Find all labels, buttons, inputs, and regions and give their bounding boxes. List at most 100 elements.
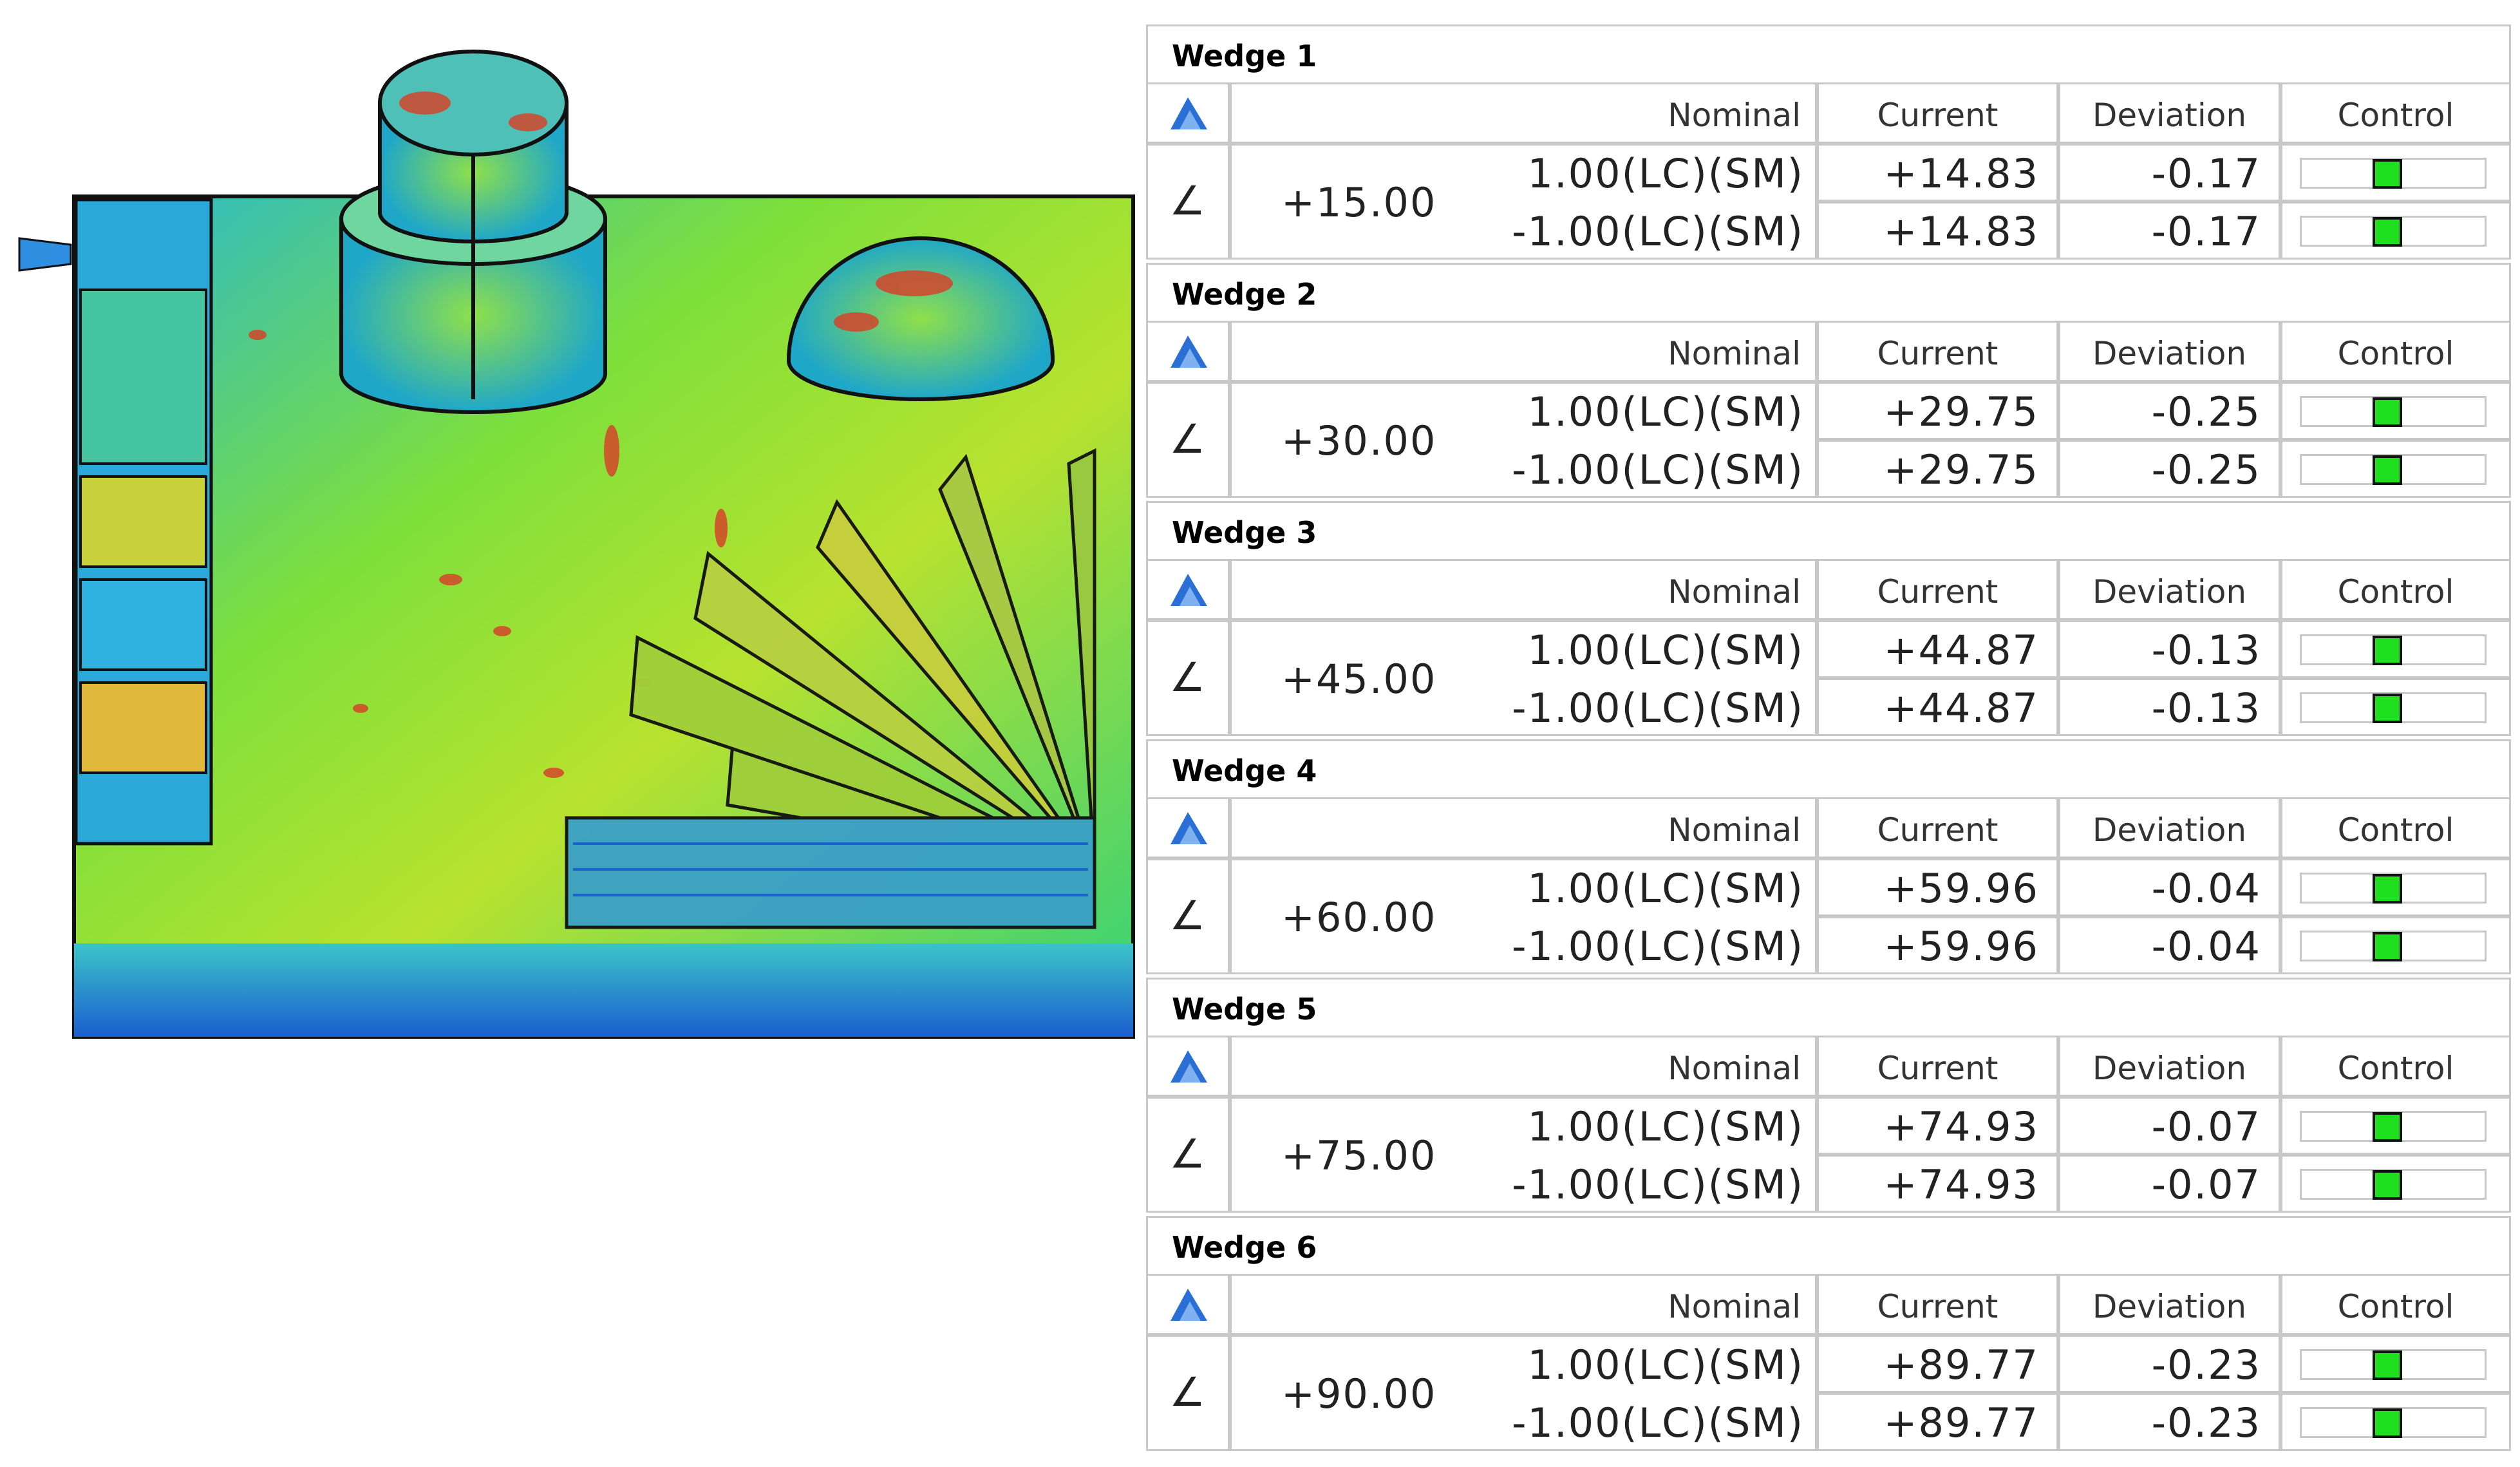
column-header: Deviation [2092, 811, 2247, 849]
current-value: +29.75 [1883, 446, 2039, 493]
data-cell [2058, 144, 2280, 202]
data-cell [2058, 440, 2280, 498]
column-header: Control [2337, 335, 2454, 372]
symbol-cell [1146, 144, 1230, 260]
data-cell [2280, 620, 2511, 678]
column-header: Deviation [2092, 97, 2247, 134]
data-cell [1817, 916, 2058, 974]
data-cell [2058, 1335, 2280, 1393]
nominal-value: +30.00 [1281, 417, 1437, 464]
current-value: +74.93 [1883, 1161, 2039, 1208]
column-header: Deviation [2092, 335, 2247, 372]
angle-symbol: ∠ [1169, 177, 1207, 224]
current-value: +59.96 [1883, 865, 2039, 912]
data-cell [2058, 916, 2280, 974]
control-status [2373, 1408, 2402, 1438]
column-header: Current [1877, 1288, 1998, 1325]
symbol-cell [1146, 1335, 1230, 1451]
control-status [2373, 694, 2402, 723]
data-cell [2280, 1393, 2511, 1451]
current-value: +14.83 [1883, 150, 2039, 197]
header-cell [1230, 559, 1817, 620]
column-header: Current [1877, 1050, 1998, 1087]
deviation-value: -0.25 [2151, 446, 2261, 493]
data-cell [1817, 1393, 2058, 1451]
data-cell [2058, 202, 2280, 260]
panel-title: Wedge 1 [1172, 39, 1317, 73]
data-cell [2280, 440, 2511, 498]
angle-symbol: ∠ [1169, 1368, 1207, 1415]
nominal-cell [1230, 144, 1817, 260]
nominal-value: +75.00 [1281, 1132, 1437, 1179]
data-cell [2280, 858, 2511, 916]
header-cell [1230, 1036, 1817, 1097]
panel-title: Wedge 2 [1172, 277, 1317, 312]
header-cell [1817, 1274, 2058, 1335]
data-cell [2280, 1335, 2511, 1393]
current-value: +89.77 [1883, 1399, 2039, 1446]
data-cell [1817, 620, 2058, 678]
column-header: Nominal [1668, 1050, 1801, 1087]
tolerance: 1.00(LC)(SM) [1527, 1103, 1804, 1150]
deviation-value: -0.17 [2151, 150, 2261, 197]
tolerance: -1.00(LC)(SM) [1512, 446, 1804, 493]
probe-icon [1171, 97, 1207, 129]
data-cell [2280, 916, 2511, 974]
angle-symbol: ∠ [1169, 1130, 1207, 1177]
symbol-cell [1146, 1097, 1230, 1213]
header-cell [1230, 321, 1817, 382]
nominal-value: +60.00 [1281, 894, 1437, 941]
control-status [2373, 932, 2402, 961]
nominal-cell [1230, 382, 1817, 498]
column-header: Control [2337, 573, 2454, 610]
data-cell [1817, 144, 2058, 202]
tolerance: -1.00(LC)(SM) [1512, 1161, 1804, 1208]
header-cell [2058, 797, 2280, 858]
tolerance: 1.00(LC)(SM) [1527, 627, 1804, 674]
header-cell [2280, 1274, 2511, 1335]
data-cell [2280, 1097, 2511, 1155]
nominal-value: +45.00 [1281, 656, 1437, 703]
deviation-value: -0.25 [2151, 388, 2261, 435]
data-cell [2058, 1155, 2280, 1213]
current-value: +44.87 [1883, 627, 2039, 674]
data-cell [1817, 1097, 2058, 1155]
tolerance: 1.00(LC)(SM) [1527, 150, 1804, 197]
column-header: Current [1877, 811, 1998, 849]
column-header: Control [2337, 1288, 2454, 1325]
header-cell [1146, 1274, 1230, 1335]
tolerance: -1.00(LC)(SM) [1512, 1399, 1804, 1446]
data-cell [2280, 678, 2511, 736]
probe-icon [1171, 1050, 1207, 1083]
header-cell [2058, 1036, 2280, 1097]
header-cell [2058, 1274, 2280, 1335]
angle-symbol: ∠ [1169, 892, 1207, 939]
column-header: Deviation [2092, 573, 2247, 610]
panel-title: Wedge 3 [1172, 515, 1317, 550]
header-cell [1230, 82, 1817, 144]
column-header: Control [2337, 97, 2454, 134]
angle-symbol: ∠ [1169, 415, 1207, 462]
control-status [2373, 455, 2402, 485]
control-status [2373, 397, 2402, 427]
angle-symbol: ∠ [1169, 654, 1207, 701]
tolerance: -1.00(LC)(SM) [1512, 923, 1804, 970]
header-cell [1817, 82, 2058, 144]
probe-icon [1171, 336, 1207, 368]
deviation-value: -0.17 [2151, 208, 2261, 255]
heatmap-model [18, 50, 1135, 1039]
header-cell [1146, 82, 1230, 144]
current-value: +89.77 [1883, 1341, 2039, 1388]
column-header: Nominal [1668, 573, 1801, 610]
data-cell [2280, 144, 2511, 202]
panel-title: Wedge 6 [1172, 1230, 1317, 1265]
control-status [2373, 217, 2402, 247]
panel-title: Wedge 5 [1172, 992, 1317, 1027]
panel-title: Wedge 4 [1172, 753, 1317, 788]
header-cell [1230, 1274, 1817, 1335]
deviation-value: -0.07 [2151, 1103, 2261, 1150]
header-cell [2280, 559, 2511, 620]
symbol-cell [1146, 858, 1230, 974]
current-value: +44.87 [1883, 685, 2039, 732]
